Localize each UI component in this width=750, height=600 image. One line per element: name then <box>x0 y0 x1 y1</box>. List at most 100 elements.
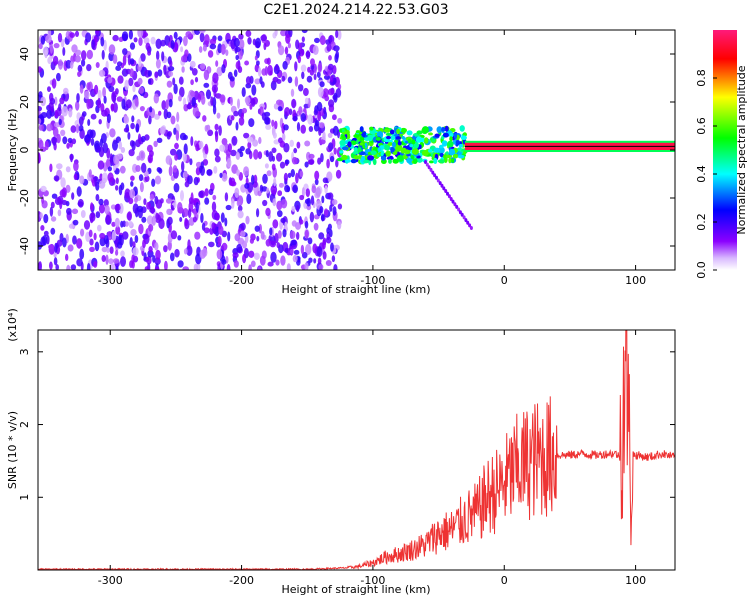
snr-scale-label: (x10⁴) <box>6 308 19 342</box>
spectrogram-cell <box>62 47 66 56</box>
spectrogram-cell <box>52 127 59 137</box>
spectrogram-cell <box>444 125 449 132</box>
spectrogram-cell <box>322 131 326 141</box>
spectrogram-cell <box>208 188 214 196</box>
spectrogram-cell <box>164 260 168 270</box>
spectrogram-cell <box>287 42 291 49</box>
spectrogram-cell <box>98 119 102 125</box>
spectrogram-cell <box>232 252 239 259</box>
spectrogram-cell <box>115 177 119 185</box>
spectrogram-cell <box>106 113 111 124</box>
spectrogram-cell <box>183 134 188 140</box>
x-tick-label: -100 <box>360 274 385 287</box>
spectrogram-cell <box>165 198 172 204</box>
spectrogram-cell <box>237 210 244 219</box>
spectrogram-cell <box>214 148 220 157</box>
spectrogram-cell <box>58 118 62 126</box>
spectrogram-cell <box>243 132 250 139</box>
spectrogram-cell <box>409 144 414 148</box>
spectrogram-cell <box>280 217 286 224</box>
spectrogram-cell <box>109 153 113 164</box>
spectrogram-cell <box>323 208 329 217</box>
spectrogram-cell <box>259 255 266 266</box>
spectrogram-cell <box>263 102 267 110</box>
spectrogram-cell <box>142 239 146 249</box>
spectrogram-cell <box>248 118 255 128</box>
spectrogram-cell <box>424 160 427 164</box>
spectrogram-cell <box>184 181 190 188</box>
spectrogram-cell <box>341 135 345 139</box>
spectrogram-cell <box>377 147 382 153</box>
spectrogram-cell <box>280 198 288 209</box>
spectrogram-cell <box>93 232 97 241</box>
spectrogram-cell <box>306 197 312 207</box>
spectrogram-cell <box>236 243 243 253</box>
spectrogram-cell <box>246 193 252 205</box>
spectrogram-cell <box>169 60 173 67</box>
spectrogram-cell <box>133 37 138 43</box>
spectrogram-cell <box>201 95 206 105</box>
spectrogram-cell <box>259 76 263 85</box>
spectrogram-cell <box>181 161 185 172</box>
spectrogram-cell <box>324 95 330 102</box>
spectrogram-cell <box>392 158 399 164</box>
spectrogram-cell <box>262 199 268 207</box>
spectrogram-cell <box>369 126 374 131</box>
spectrogram-cell <box>446 191 449 196</box>
spectrogram-cell <box>89 238 94 246</box>
spectrogram-cell <box>362 145 366 149</box>
spectrogram-cell <box>212 194 217 201</box>
spectrogram-cell <box>226 158 232 168</box>
spectrogram-cell <box>40 112 48 119</box>
spectrogram-cell <box>406 157 413 164</box>
spectrogram-cell <box>235 121 239 131</box>
y-tick-label: 40 <box>18 47 31 61</box>
spectrogram-cell <box>375 137 381 141</box>
spectrogram-cell <box>254 225 260 232</box>
spectrogram-cell <box>107 166 113 172</box>
spectrogram-cell <box>75 100 80 111</box>
spectrogram-cell <box>195 111 201 117</box>
spectrogram-cell <box>202 115 207 122</box>
spectrogram-cell <box>234 233 241 242</box>
spectrogram-cell <box>60 129 66 136</box>
spectrogram-cell <box>304 97 309 105</box>
spectrogram-cell <box>122 54 127 66</box>
spectrogram-cell <box>59 97 65 105</box>
spectrogram-cell <box>70 125 77 133</box>
spectrogram-cell <box>220 212 225 223</box>
spectrogram-cell <box>260 231 265 240</box>
spectrogram-cell <box>425 162 429 167</box>
spectrogram-cell <box>217 35 223 42</box>
spectrogram-cell <box>166 131 171 140</box>
colorbar-tick-label: 0.2 <box>695 213 708 231</box>
spectrogram-cell <box>120 256 126 267</box>
spectrogram-cell <box>297 55 302 64</box>
spectrogram-cell <box>183 143 188 155</box>
spectrogram-cell <box>182 266 189 270</box>
spectrogram-cell <box>119 165 126 174</box>
spectrogram-cell <box>72 219 79 226</box>
spectrogram-cell <box>167 66 175 72</box>
spectrogram-cell <box>335 159 339 168</box>
spectrogram-cell <box>116 96 123 102</box>
spectrogram-cell <box>101 255 106 262</box>
spectrogram-cell <box>53 175 60 182</box>
spectrogram-cell <box>299 194 305 201</box>
x-tick-label: 0 <box>501 574 508 587</box>
spectrogram-cell <box>219 144 226 152</box>
spectrogram-cell <box>339 139 346 146</box>
spectrogram-cell <box>106 247 110 253</box>
spectrogram-cell <box>160 198 164 204</box>
spectrogram-cell <box>145 42 151 51</box>
spectrogram-cell <box>211 201 217 212</box>
spectrogram-cell <box>262 173 268 184</box>
spectrogram-cell <box>195 143 200 152</box>
spectrogram-cell <box>324 185 328 194</box>
spectrogram-cell <box>108 85 115 93</box>
spectrogram-cell <box>79 84 84 94</box>
spectrogram-cell <box>95 62 100 68</box>
spectrogram-cell <box>299 219 304 225</box>
spectrogram-cell <box>146 201 151 210</box>
spectrogram-cell <box>198 46 203 53</box>
